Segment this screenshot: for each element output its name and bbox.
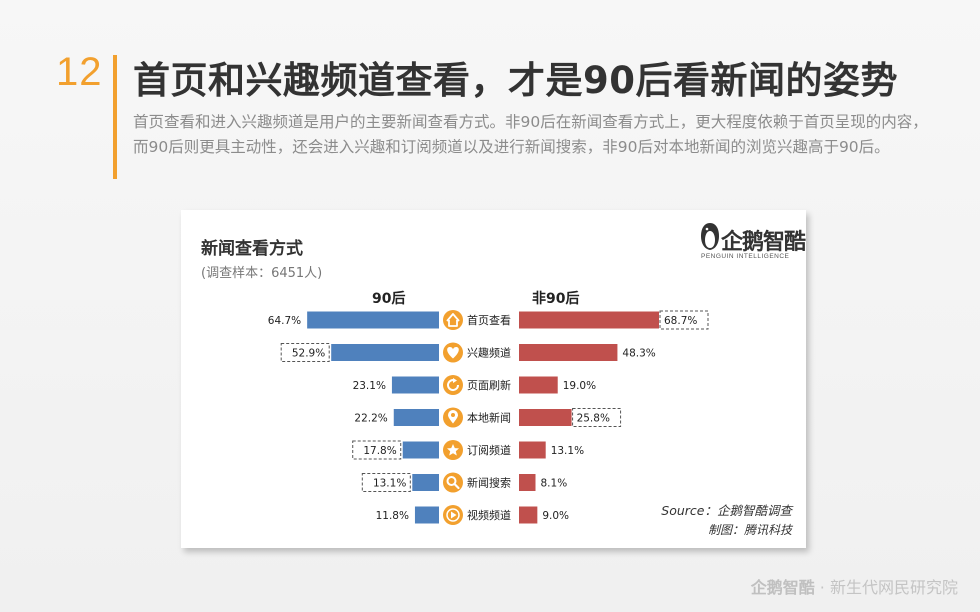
bar-90s <box>402 441 439 459</box>
bar-non-90s <box>519 474 536 491</box>
logo-subtext: PENGUIN INTELLIGENCE <box>701 253 790 260</box>
bar-non-90s <box>519 376 558 394</box>
accent-bar <box>113 55 117 179</box>
bar-90s <box>331 344 439 361</box>
series-header-90s: 90后 <box>372 291 406 307</box>
category-label: 新闻搜索 <box>467 476 511 490</box>
highlight-box-non-90s <box>659 310 709 330</box>
data-label-90s: 13.1% <box>373 478 406 490</box>
bar-90s <box>391 376 439 394</box>
data-label-non-90s: 68.7% <box>664 315 697 327</box>
bar-non-90s <box>519 311 659 329</box>
bar-90s <box>393 409 439 426</box>
highlight-box-90s <box>361 473 411 492</box>
home-icon <box>443 310 463 330</box>
series-header-non-90s: 非90后 <box>532 291 580 307</box>
bar-chart: 64.7% 68.7% 首页查看 52.9% 48.3% 兴趣频道 23.1% 19.0% 页面… <box>268 310 709 525</box>
refresh-icon <box>443 375 463 395</box>
credit-note: 制图：腾讯科技 <box>707 523 792 537</box>
chart-title: 新闻查看方式 <box>201 239 303 259</box>
category-label: 页面刷新 <box>467 378 511 392</box>
page-description: 首页查看和进入兴趣频道是用户的主要新闻查看方式。非90后在新闻查看方式上，更大程… <box>133 113 928 156</box>
bar-90s <box>414 506 439 524</box>
heart-icon <box>443 342 463 363</box>
category-label: 本地新闻 <box>467 411 511 425</box>
data-label-non-90s: 25.8% <box>577 413 610 425</box>
logo-text: 企鹅智酷 <box>721 230 806 255</box>
star-icon <box>443 440 463 460</box>
penguin-icon <box>701 223 719 250</box>
search-icon <box>443 472 463 493</box>
data-label-non-90s: 8.1% <box>541 478 568 490</box>
bar-non-90s <box>519 506 538 524</box>
data-label-non-90s: 9.0% <box>542 510 569 522</box>
highlight-box-non-90s <box>572 408 622 427</box>
data-label-90s: 23.1% <box>353 380 386 392</box>
footer: 企鹅智酷 · 新生代网民研究院 <box>751 574 958 598</box>
bar-90s <box>412 474 439 491</box>
data-label-non-90s: 13.1% <box>551 445 584 457</box>
source-note: Source：企鹅智酷调查 <box>661 503 792 518</box>
bar-non-90s <box>519 344 618 361</box>
footer-logo: 企鹅智酷 <box>750 578 815 597</box>
data-label-90s: 64.7% <box>268 315 301 327</box>
data-label-90s: 22.2% <box>354 413 387 425</box>
footer-separator: · <box>819 578 825 597</box>
penguin-logo: 企鹅智酷 PENGUIN INTELLIGENCE <box>699 220 806 266</box>
play-icon <box>443 505 463 525</box>
bar-non-90s <box>519 441 546 459</box>
data-label-90s: 11.8% <box>376 510 409 522</box>
location-pin-icon <box>443 407 463 428</box>
chart-card: 新闻查看方式 (调查样本：6451人) 企鹅智酷 PENGUIN INTELLI… <box>181 210 806 548</box>
category-label: 兴趣频道 <box>467 346 511 360</box>
category-label: 首页查看 <box>467 313 511 327</box>
bar-90s <box>307 311 439 329</box>
highlight-box-90s <box>280 343 330 362</box>
category-label: 订阅频道 <box>467 443 511 457</box>
page-number: 12 <box>56 50 103 94</box>
chart-subtitle: (调查样本：6451人) <box>201 266 323 281</box>
data-label-90s: 17.8% <box>363 445 396 457</box>
footer-org: 新生代网民研究院 <box>829 578 958 597</box>
highlight-box-90s <box>352 440 402 460</box>
bar-non-90s <box>519 409 572 426</box>
data-label-90s: 52.9% <box>292 348 325 360</box>
page-title: 首页和兴趣频道查看，才是90后看新闻的姿势 <box>133 59 898 102</box>
data-label-non-90s: 19.0% <box>563 380 596 392</box>
category-label: 视频频道 <box>467 508 511 522</box>
data-label-non-90s: 48.3% <box>622 348 655 360</box>
